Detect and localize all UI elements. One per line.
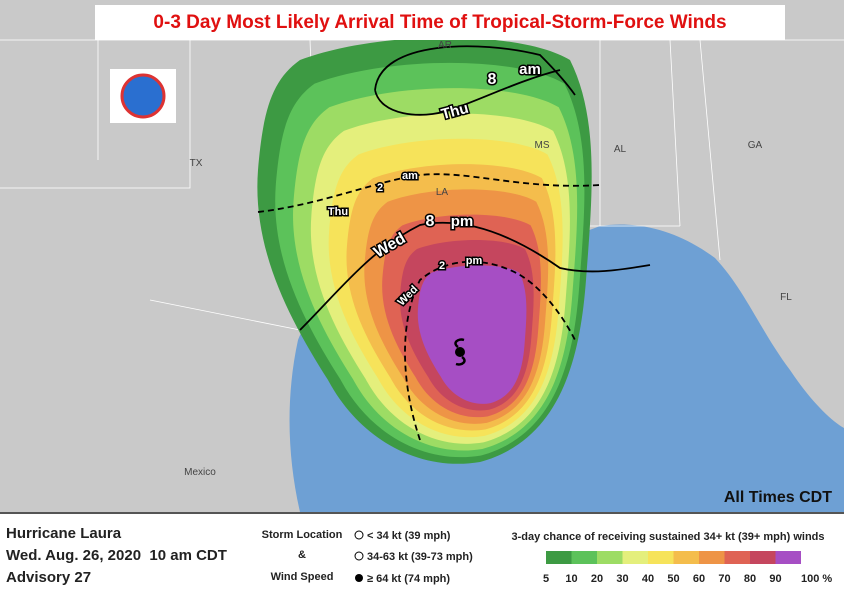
title-box (95, 5, 785, 40)
storm-name: Hurricane Laura (6, 525, 122, 542)
key-item: ≥ 64 kt (74 mph) (367, 573, 450, 585)
state-label: AL (614, 144, 627, 155)
time-label: Thu (328, 206, 348, 218)
legend: 5 10 20 30 40 50 60 70 80 90 100 % (543, 551, 832, 585)
state-label: GA (748, 140, 763, 151)
time-label: am (402, 170, 418, 182)
legend-swatch (724, 551, 750, 564)
state-label: TX (190, 158, 203, 169)
key-icon (354, 530, 364, 540)
legend-label: 5 (543, 573, 549, 585)
advisory-number: Advisory 27 (6, 569, 91, 586)
key-title: & (298, 549, 306, 561)
legend-swatch (546, 551, 572, 564)
time-label: pm (466, 255, 483, 267)
state-label: LA (436, 187, 449, 198)
legend-label: 20 (591, 573, 603, 585)
arrival-lines (257, 45, 651, 441)
legend-swatch (571, 551, 597, 564)
title: 0-3 Day Most Likely Arrival Time of Trop… (153, 12, 726, 33)
time-note: All Times CDT (724, 489, 832, 506)
state-label: Mexico (184, 467, 216, 478)
legend-swatch (622, 551, 648, 564)
storm-symbol (454, 338, 466, 366)
time-label: 8 (488, 71, 497, 88)
key-icon (354, 551, 364, 561)
legend-label: 90 (769, 573, 781, 585)
time-label: am (519, 61, 541, 78)
state-labels: AR MS AL GA TX LA FL Mexico (184, 40, 792, 478)
key-title: Wind Speed (271, 571, 334, 583)
time-label: 8 (426, 213, 435, 230)
advisory-date: Wed. Aug. 26, 2020 10 am CDT (6, 547, 227, 564)
legend-swatch (775, 551, 801, 564)
legend-label: 30 (616, 573, 628, 585)
legend-label: 70 (718, 573, 730, 585)
legend-title: 3-day chance of receiving sustained 34+ … (512, 531, 825, 543)
legend-label: 100 % (801, 573, 832, 585)
probability-zone (417, 265, 527, 404)
logo (120, 73, 166, 119)
state-label: FL (780, 292, 792, 303)
legend-label: 10 (565, 573, 577, 585)
legend-swatch (699, 551, 725, 564)
time-label: 2 (439, 260, 445, 272)
key-item: < 34 kt (39 mph) (367, 530, 451, 542)
time-label: pm (451, 213, 474, 230)
key-item: 34-63 kt (39-73 mph) (367, 551, 473, 563)
legend-swatch (750, 551, 776, 564)
state-label: AR (438, 40, 452, 51)
legend-label: 50 (667, 573, 679, 585)
legend-label: 80 (744, 573, 756, 585)
key-title: Storm Location (262, 529, 343, 541)
state-label: MS (535, 140, 550, 151)
legend-swatch (648, 551, 674, 564)
time-label: 2 (377, 182, 383, 194)
legend-label: 60 (693, 573, 705, 585)
legend-swatch (597, 551, 623, 564)
legend-label: 40 (642, 573, 654, 585)
key-icon (355, 574, 363, 582)
legend-swatch (673, 551, 699, 564)
